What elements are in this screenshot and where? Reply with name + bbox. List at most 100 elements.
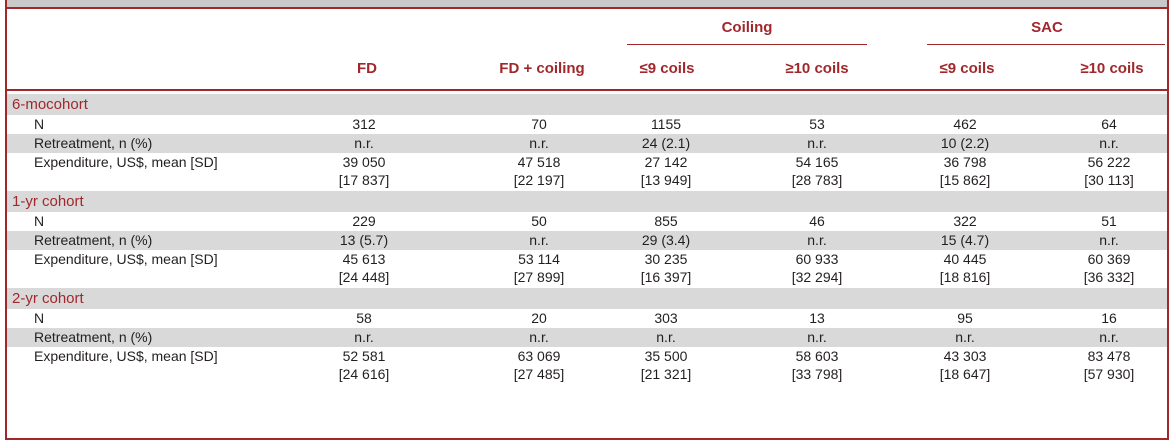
table-cell: 70: [474, 116, 604, 132]
table-cell: 52 581 [24 616]: [299, 348, 429, 382]
table-cell: 43 303 [18 647]: [900, 348, 1030, 382]
cell-sd: [57 930]: [1083, 366, 1135, 382]
table-row: Retreatment, n (%) n.r. n.r. 24 (2.1) n.r. 10…: [7, 134, 1167, 153]
cell-value: n.r.: [656, 329, 676, 345]
cell-sd: [36 332]: [1083, 269, 1135, 285]
cell-value: 47 518: [517, 154, 561, 170]
group-header-sac: SAC: [1031, 19, 1063, 36]
table-cell: 47 518 [22 197]: [474, 154, 604, 188]
cell-value: 95: [957, 310, 973, 326]
table-top-bar: [7, 0, 1167, 9]
section-row: 6-mocohort: [7, 94, 1167, 115]
cell-value: 60 933: [795, 251, 839, 267]
table-row: N 229 50 855 46 322 51: [7, 212, 1167, 231]
table-cell: n.r.: [752, 232, 882, 248]
table-cell: 46: [752, 213, 882, 229]
cell-value: 45 613: [342, 251, 386, 267]
table-row: N 58 20 303 13 95 16: [7, 309, 1167, 328]
cell-sd: [33 798]: [791, 366, 843, 382]
section-label: 2-yr cohort: [12, 290, 84, 307]
cell-value: 855: [654, 213, 678, 229]
column-header-fd-coiling: FD + coiling: [499, 60, 585, 77]
cell-value: 52 581: [342, 348, 386, 364]
cell-value: n.r.: [1099, 232, 1119, 248]
table-cell: 27 142 [13 949]: [601, 154, 731, 188]
cell-value: 60 369: [1087, 251, 1131, 267]
group-rule-coiling: [627, 44, 867, 45]
cell-value: 51: [1101, 213, 1117, 229]
cell-value: 15 (4.7): [940, 232, 990, 248]
cell-value: 83 478: [1087, 348, 1131, 364]
table-cell: 13: [752, 310, 882, 326]
cell-sd: [16 397]: [640, 269, 692, 285]
column-header-coiling-ge10: ≥10 coils: [785, 60, 849, 77]
row-label: Expenditure, US$, mean [SD]: [34, 154, 218, 170]
table-cell: 35 500 [21 321]: [601, 348, 731, 382]
cell-value: 50: [531, 213, 547, 229]
table-cell: 63 069 [27 485]: [474, 348, 604, 382]
table-cell: 40 445 [18 816]: [900, 251, 1030, 285]
cell-value: 36 798: [943, 154, 987, 170]
cell-value: 30 235: [644, 251, 688, 267]
cell-value: n.r.: [1099, 135, 1119, 151]
cell-value: 58: [356, 310, 372, 326]
table-cell: 64: [1044, 116, 1174, 132]
cell-value: 1155: [650, 116, 682, 132]
table-cell: 1155: [601, 116, 731, 132]
cell-value: n.r.: [529, 135, 549, 151]
header-rule: [7, 89, 1167, 91]
cell-sd: [18 647]: [939, 366, 991, 382]
row-label: N: [34, 116, 45, 132]
table-cell: 54 165 [28 783]: [752, 154, 882, 188]
table-cell: 51: [1044, 213, 1174, 229]
table-cell: 16: [1044, 310, 1174, 326]
cell-value: 322: [953, 213, 977, 229]
cell-value: n.r.: [354, 135, 374, 151]
column-header-fd: FD: [357, 60, 377, 77]
row-label: Retreatment, n (%): [34, 329, 153, 345]
table-cell: n.r.: [299, 135, 429, 151]
cell-sd: [17 837]: [338, 172, 390, 188]
cell-value: 56 222: [1087, 154, 1131, 170]
section-label: 1-yr cohort: [12, 193, 84, 210]
table-cell: 15 (4.7): [900, 232, 1030, 248]
section-label: 6-mocohort: [12, 96, 88, 113]
cell-value: 43 303: [943, 348, 987, 364]
cell-value: 40 445: [943, 251, 987, 267]
table-cell: n.r.: [1044, 135, 1174, 151]
table-cell: 53 114 [27 899]: [474, 251, 604, 285]
cell-value: 64: [1101, 116, 1117, 132]
table-cell: 58: [299, 310, 429, 326]
table-cell: n.r.: [1044, 232, 1174, 248]
cell-sd: [30 113]: [1084, 172, 1134, 188]
table-cell: n.r.: [299, 329, 429, 345]
section-row: 2-yr cohort: [7, 288, 1167, 309]
cell-value: 27 142: [644, 154, 688, 170]
cell-value: n.r.: [354, 329, 374, 345]
cell-value: 39 050: [342, 154, 386, 170]
cell-sd: [13 949]: [640, 172, 692, 188]
cell-value: n.r.: [529, 329, 549, 345]
row-label: Expenditure, US$, mean [SD]: [34, 348, 218, 364]
group-header-coiling: Coiling: [721, 19, 773, 36]
cell-value: 16: [1101, 310, 1117, 326]
cell-value: 229: [352, 213, 376, 229]
table-cell: 83 478 [57 930]: [1044, 348, 1174, 382]
group-rule-sac: [927, 44, 1165, 45]
cell-value: 54 165: [795, 154, 839, 170]
cell-value: n.r.: [807, 135, 827, 151]
table-cell: 303: [601, 310, 731, 326]
table-cell: 60 369 [36 332]: [1044, 251, 1174, 285]
cell-sd: [21 321]: [640, 366, 692, 382]
table-cell: 60 933 [32 294]: [752, 251, 882, 285]
section-row: 1-yr cohort: [7, 191, 1167, 212]
cell-value: n.r.: [1099, 329, 1119, 345]
row-label: N: [34, 213, 45, 229]
cell-sd: [24 448]: [338, 269, 390, 285]
table-row: Retreatment, n (%) 13 (5.7) n.r. 29 (3.4) n.…: [7, 231, 1167, 250]
cell-value: 53: [809, 116, 825, 132]
table-cell: 53: [752, 116, 882, 132]
table-cell: 855: [601, 213, 731, 229]
cell-value: 20: [531, 310, 547, 326]
table-row: Expenditure, US$, mean [SD] 52 581 [24 616…: [7, 347, 1167, 385]
